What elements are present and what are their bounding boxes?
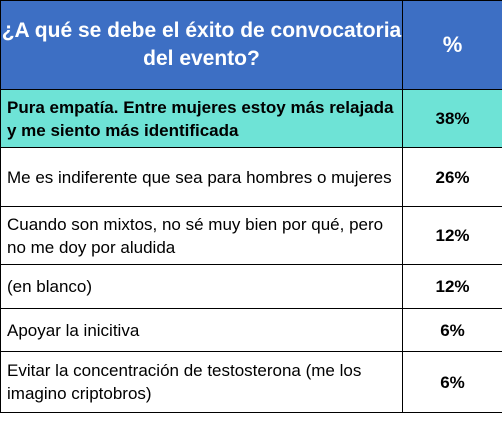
row-percent: 12% <box>402 264 502 309</box>
row-percent: 12% <box>402 206 502 265</box>
table-row: Evitar la concentración de testosterona … <box>0 351 502 413</box>
header-row: ¿A qué se debe el éxito de convocatoria … <box>0 0 502 90</box>
row-label: Pura empatía. Entre mujeres estoy más re… <box>0 89 403 148</box>
row-label: Cuando son mixtos, no sé muy bien por qu… <box>0 206 403 265</box>
row-percent: 26% <box>402 147 502 207</box>
row-label: (en blanco) <box>0 264 403 309</box>
percent-header: % <box>402 0 502 90</box>
question-header: ¿A qué se debe el éxito de convocatoria … <box>0 0 403 90</box>
row-label: Me es indiferente que sea para hombres o… <box>0 147 403 207</box>
row-percent: 6% <box>402 308 502 352</box>
row-label: Apoyar la inicitiva <box>0 308 403 352</box>
table-row: Pura empatía. Entre mujeres estoy más re… <box>0 89 502 148</box>
row-label: Evitar la concentración de testosterona … <box>0 351 403 413</box>
row-percent: 38% <box>402 89 502 148</box>
table-row: Cuando son mixtos, no sé muy bien por qu… <box>0 206 502 265</box>
table-row: (en blanco) 12% <box>0 264 502 309</box>
table-row: Me es indiferente que sea para hombres o… <box>0 147 502 207</box>
row-percent: 6% <box>402 351 502 413</box>
table-row: Apoyar la inicitiva 6% <box>0 308 502 352</box>
survey-table: ¿A qué se debe el éxito de convocatoria … <box>0 0 502 413</box>
